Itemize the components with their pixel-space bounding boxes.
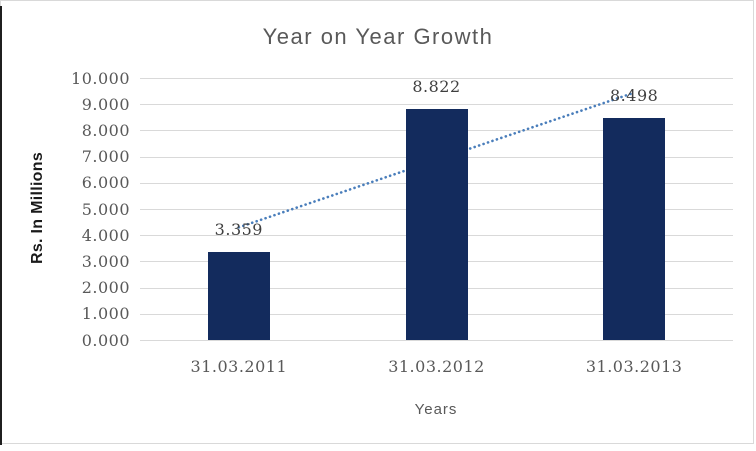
bar-data-label: 3.359	[214, 220, 263, 240]
y-tick-label: 2.000	[81, 278, 130, 298]
y-tick-label: 3.000	[81, 251, 130, 271]
x-tick-label: 31.03.2012	[388, 357, 485, 376]
screenshot-left-edge	[0, 6, 2, 445]
bar	[207, 252, 270, 341]
y-tick-label: 6.000	[81, 173, 130, 193]
bar	[603, 117, 666, 341]
y-tick-label: 8.000	[81, 120, 130, 140]
bar-data-label: 8.822	[412, 77, 461, 97]
gridline	[140, 78, 733, 79]
bar	[405, 109, 468, 341]
x-tick-label: 31.03.2011	[190, 357, 288, 376]
y-tick-label: 9.000	[81, 94, 130, 114]
gridline	[140, 104, 733, 106]
y-tick-label: 4.000	[81, 225, 130, 245]
y-tick-label: 5.000	[81, 199, 130, 219]
y-tick-label: 1.000	[81, 304, 130, 324]
bar-data-label: 8.498	[610, 85, 659, 105]
y-tick-label: 10.000	[71, 68, 130, 88]
chart-title: Year on Year Growth	[262, 24, 494, 49]
x-axis-title: Years	[414, 401, 458, 418]
x-tick-label: 31.03.2013	[585, 357, 683, 376]
y-tick-label: 0.000	[81, 330, 130, 350]
gridline	[140, 340, 733, 341]
y-tick-label: 7.000	[81, 147, 130, 167]
